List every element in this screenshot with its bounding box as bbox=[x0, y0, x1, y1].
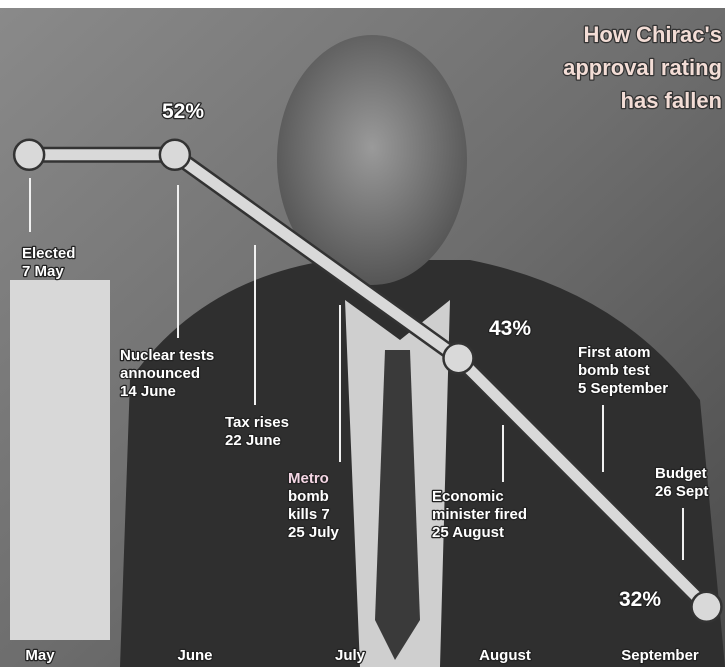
annotation-text: First atom bbox=[578, 344, 651, 361]
title-line: approval rating bbox=[563, 55, 722, 80]
annotation-text: minister fired bbox=[432, 506, 527, 523]
annotation-text: 5 September bbox=[578, 380, 668, 397]
top-edge bbox=[0, 0, 725, 8]
title-line: How Chirac's bbox=[584, 22, 723, 47]
x-tick-label: July bbox=[335, 647, 366, 664]
value-label: 52% bbox=[162, 100, 204, 123]
annotation-text: kills 7 bbox=[288, 506, 330, 523]
flag bbox=[10, 280, 110, 640]
chart: How Chirac's approval rating has fallen El… bbox=[0, 0, 725, 667]
annotation-text: Economic bbox=[432, 488, 504, 505]
annotation-text: 7 May bbox=[22, 263, 64, 280]
annotation-text: 25 July bbox=[288, 524, 340, 541]
annotation-text: Nuclear tests bbox=[120, 347, 214, 364]
point bbox=[160, 140, 190, 170]
x-tick-label: September bbox=[621, 647, 699, 664]
annotation-text: Tax rises bbox=[225, 414, 289, 431]
annotation-text: bomb bbox=[288, 488, 329, 505]
annotation-text: Metro bbox=[288, 470, 329, 487]
x-tick-label: June bbox=[177, 647, 212, 664]
annotation-text: bomb test bbox=[578, 362, 650, 379]
annotation-text: 25 August bbox=[432, 524, 504, 541]
annotation-text: Budget bbox=[655, 465, 707, 482]
title-line: has fallen bbox=[621, 88, 722, 113]
annotation-text: announced bbox=[120, 365, 200, 382]
annotation-text: 22 June bbox=[225, 432, 281, 449]
value-label: 43% bbox=[489, 317, 531, 340]
x-tick-label: May bbox=[25, 647, 55, 664]
annotation-text: Elected bbox=[22, 245, 75, 262]
annotation-text: 26 Sept bbox=[655, 483, 708, 500]
annotation-text: 14 June bbox=[120, 383, 176, 400]
point bbox=[444, 343, 474, 373]
point bbox=[692, 592, 722, 622]
value-label: 32% bbox=[619, 588, 661, 611]
point bbox=[14, 140, 44, 170]
x-tick-label: August bbox=[479, 647, 531, 664]
